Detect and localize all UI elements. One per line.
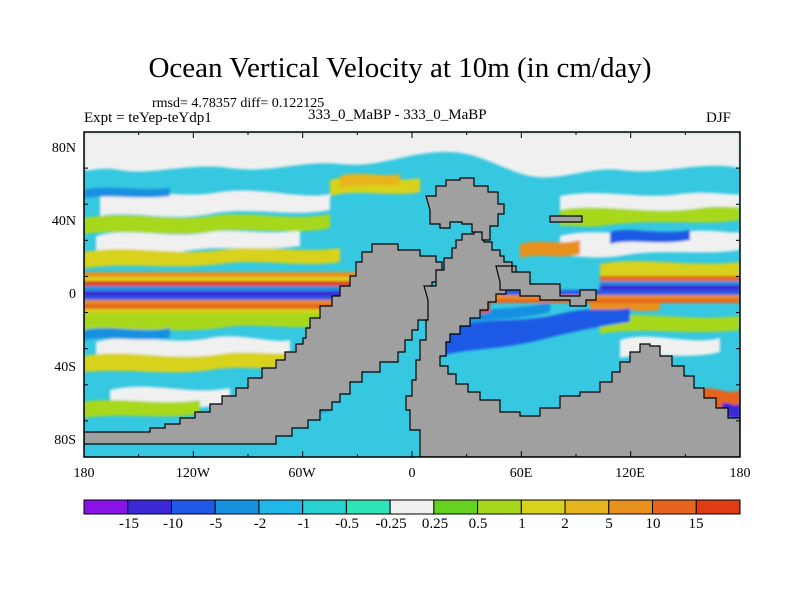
colorbar-label: 15 [688, 516, 704, 532]
colorbar-swatch [564, 499, 610, 515]
lon-tick-60e: 60E [509, 466, 533, 481]
colorbar-label: 0.5 [468, 516, 488, 532]
colorbar-swatch [302, 499, 347, 515]
experiment-label: Expt = teYep-teYdp1 [84, 110, 212, 126]
colorbar-label: -1 [297, 516, 311, 532]
colorbar-swatch [214, 499, 260, 515]
colorbar-label: -5 [209, 516, 223, 532]
colorbar-swatch [433, 499, 479, 515]
lon-tick-120e: 120E [615, 466, 645, 481]
map-area [84, 132, 740, 457]
lat-tick-40n: 40N [51, 214, 76, 229]
land-americas [84, 243, 443, 445]
lat-tick-40s: 40S [54, 360, 76, 375]
land-africa [405, 225, 740, 457]
colorbar-label: -2 [253, 516, 267, 532]
plot-title: Ocean Vertical Velocity at 10m (in cm/da… [148, 52, 652, 84]
colorbar-swatch [170, 499, 216, 515]
lat-tick-80s: 80S [54, 433, 76, 448]
runs-label: 333_0_MaBP - 333_0_MaBP [308, 107, 487, 123]
colorbar-swatch [83, 499, 129, 515]
land-island-north [549, 215, 583, 223]
colorbar-label: -0.5 [335, 516, 359, 532]
land-arabia [495, 265, 597, 307]
lon-tick-60w: 60W [288, 466, 316, 481]
colorbar-swatch [127, 499, 172, 515]
colorbar-label: 1 [518, 516, 526, 532]
colorbar-label: -10 [163, 516, 183, 532]
lon-tick-120w: 120W [175, 466, 211, 481]
colorbar-label: 2 [561, 516, 569, 532]
colorbar-swatch [520, 499, 566, 515]
colorbar-swatch [652, 499, 697, 515]
lat-tick-0: 0 [69, 287, 76, 302]
colorbar-swatch [258, 499, 304, 515]
colorbar-swatch [608, 499, 654, 515]
colorbar-label: -15 [119, 516, 139, 532]
lat-tick-80n: 80N [51, 141, 76, 156]
landmasses [84, 177, 740, 457]
colorbar-swatch [345, 499, 391, 515]
colorbar-label: 5 [605, 516, 613, 532]
colorbar-swatch [389, 499, 435, 515]
colorbar-swatch [695, 499, 741, 515]
colorbar-label: 10 [645, 516, 661, 532]
season-label: DJF [706, 110, 732, 126]
lon-tick-0: 0 [408, 466, 416, 481]
colorbar-label: -0.25 [375, 516, 407, 532]
lon-tick-180e: 180 [729, 466, 751, 481]
colorbar [83, 499, 741, 515]
rmsd-diff-label: rmsd= 4.78357 diff= 0.122125 [152, 96, 325, 111]
lon-tick-180w: 180 [73, 466, 95, 481]
land-eurasia [425, 177, 505, 241]
colorbar-swatch [477, 499, 522, 515]
axis-tickmarks [83, 131, 741, 458]
velocity-contours [84, 132, 740, 419]
colorbar-label: 0.25 [421, 516, 449, 532]
